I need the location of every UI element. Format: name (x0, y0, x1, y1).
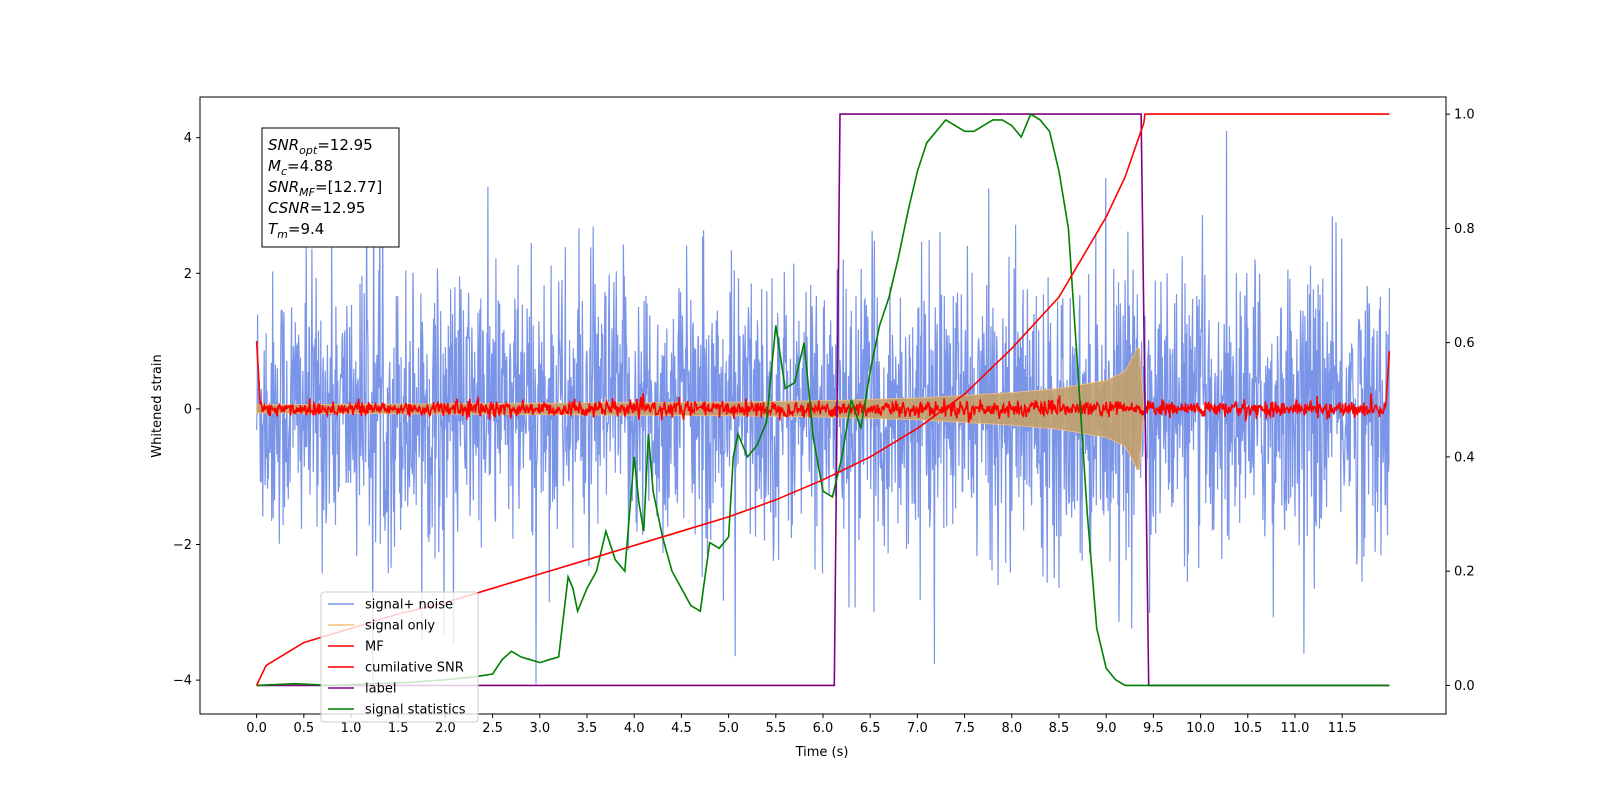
x-tick-label: 4.0 (624, 721, 645, 736)
x-tick-label: 7.0 (907, 721, 928, 736)
y2-tick-label: 1.0 (1454, 108, 1475, 123)
x-tick-label: 7.5 (954, 721, 975, 736)
y2-tick-label: 0.6 (1454, 336, 1475, 351)
series-signal-noise-line (256, 130, 1390, 684)
legend-label: cumilative SNR (365, 661, 464, 676)
y-tick-label: −2 (173, 538, 192, 553)
legend-label: signal statistics (365, 703, 466, 718)
x-tick-label: 10.0 (1186, 721, 1215, 736)
y2-tick-label: 0.2 (1454, 565, 1475, 580)
x-tick-label: 4.5 (671, 721, 692, 736)
x-tick-label: 0.0 (246, 721, 267, 736)
annotation-line: SNRopt=12.95 (268, 136, 373, 157)
y-axis-right: 1.0 0.8 0.6 0.4 0.2 0.0 (1446, 108, 1475, 694)
x-tick-label: 3.0 (529, 721, 550, 736)
annotation-box: SNRopt=12.95Mc=4.88SNRMF=[12.77]CSNR=12.… (261, 127, 400, 248)
legend-label: label (365, 682, 396, 697)
annotation-line: CSNR=12.95 (268, 199, 365, 217)
y-axis-left: 4 2 0 −2 −4 (173, 131, 200, 689)
x-axis-label: Time (s) (795, 745, 849, 760)
x-tick-label: 2.5 (482, 721, 503, 736)
y-tick-label: −4 (173, 674, 192, 689)
x-tick-label: 8.5 (1049, 721, 1070, 736)
y-tick-label: 2 (184, 267, 192, 282)
y-tick-label: 0 (184, 402, 192, 417)
x-tick-label: 10.5 (1233, 721, 1262, 736)
x-tick-label: 9.5 (1143, 721, 1164, 736)
legend-label: MF (365, 640, 384, 655)
x-tick-label: 3.5 (577, 721, 598, 736)
x-axis: 0.0 0.5 1.0 1.5 2.0 2.5 3.0 3.5 4.0 4.5 5.0 5.5 6.0 6… (246, 714, 1357, 736)
legend-label: signal only (365, 619, 435, 634)
x-tick-label: 6.5 (860, 721, 881, 736)
x-tick-label: 1.0 (341, 721, 362, 736)
series-mf-line (255, 341, 1391, 423)
x-tick-label: 0.5 (293, 721, 314, 736)
x-tick-label: 5.5 (765, 721, 786, 736)
series-signal-only-band (256, 347, 1145, 471)
y-axis-label: Whitened strain (150, 354, 165, 457)
x-tick-label: 1.5 (388, 721, 409, 736)
y2-tick-label: 0.0 (1454, 679, 1475, 694)
x-tick-label: 2.0 (435, 721, 456, 736)
legend-label: signal+ noise (365, 598, 453, 613)
annotation-line: SNRMF=[12.77] (268, 178, 382, 199)
legend-frame (320, 591, 479, 723)
annotation-frame (261, 127, 400, 248)
x-tick-label: 9.0 (1096, 721, 1117, 736)
x-tick-label: 8.0 (1001, 721, 1022, 736)
x-tick-label: 6.0 (813, 721, 834, 736)
annotation-line: Mc=4.88 (268, 157, 333, 178)
annotation-line: Tm=9.4 (268, 220, 324, 241)
y2-tick-label: 0.8 (1454, 222, 1475, 237)
series-signal-statistics-line (256, 112, 1390, 687)
legend: signal+ noise signal only MF cumilative SNR… (320, 591, 479, 723)
x-tick-label: 11.0 (1280, 721, 1309, 736)
y-tick-label: 4 (184, 131, 192, 146)
y2-tick-label: 0.4 (1454, 450, 1475, 465)
x-tick-label: 11.5 (1328, 721, 1357, 736)
x-tick-label: 5.0 (718, 721, 739, 736)
